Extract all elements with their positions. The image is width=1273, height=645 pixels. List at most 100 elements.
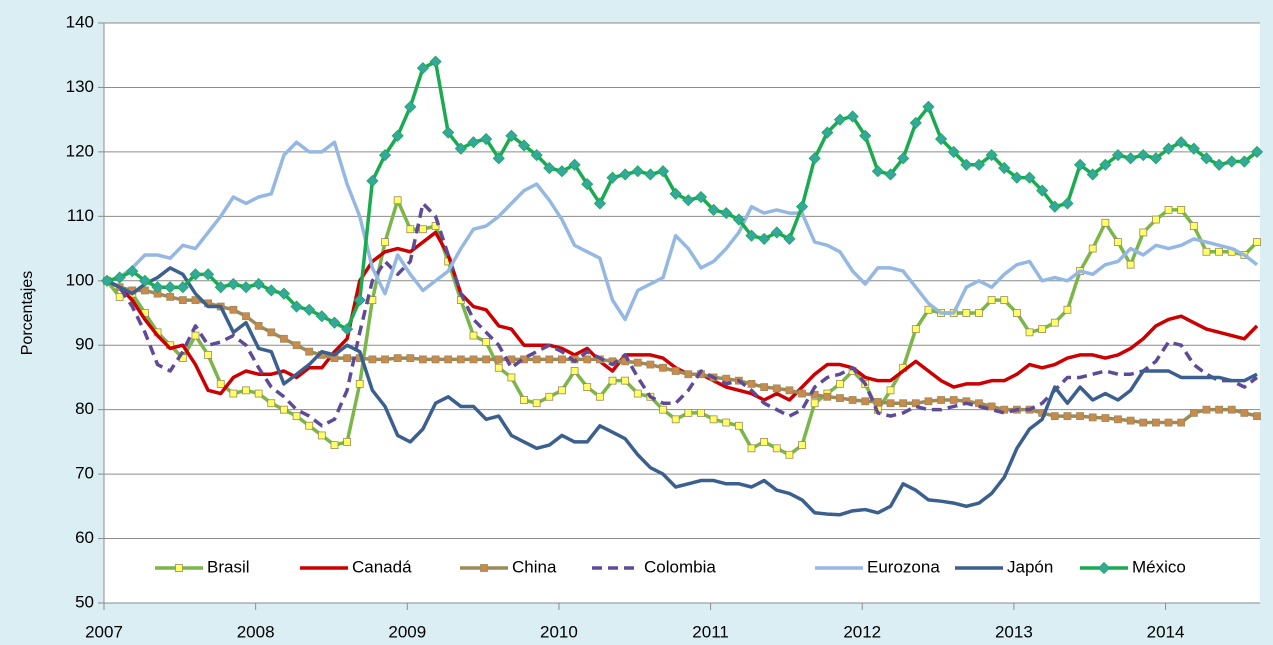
data-point [884,168,897,181]
data-point [353,294,366,307]
data-point [442,126,455,139]
data-point [785,386,794,395]
x-tick-label: 2009 [388,622,426,641]
plot-area [104,23,1260,603]
data-point [770,226,783,239]
data-point [267,328,276,337]
data-point [1010,171,1023,184]
y-tick-label: 50 [75,592,94,611]
data-point [406,354,415,363]
data-point [859,129,872,142]
data-point [747,444,756,453]
data-point [633,358,642,367]
data-point [798,441,806,450]
data-point [416,62,429,75]
data-point [911,325,920,334]
series-line [106,201,1259,428]
data-point [378,149,392,162]
data-point [1124,152,1137,165]
data-point [178,296,187,305]
data-point [808,152,821,165]
data-point [570,367,579,375]
data-point [1175,136,1188,149]
data-point [404,100,417,113]
data-point [1139,228,1148,237]
data-point [1253,238,1261,247]
data-point [482,355,491,364]
data-point [684,408,693,417]
data-point [633,389,642,398]
data-point [229,389,238,398]
data-point [631,165,644,178]
data-point [330,441,339,450]
legend-label: Eurozona [867,557,940,576]
data-point [292,341,301,350]
data-point [987,402,996,411]
data-point [303,303,316,316]
data-point [454,142,467,155]
data-point [747,379,756,388]
legend-marker [480,564,488,572]
data-point [1250,145,1264,158]
data-point [671,367,680,375]
data-point [975,309,983,317]
data-point [1126,416,1135,425]
data-point [267,399,276,408]
data-point [517,139,531,152]
data-point [821,126,834,139]
data-point [583,383,592,392]
data-point [482,338,491,346]
data-point [962,309,971,317]
data-point [381,355,389,364]
data-point [315,310,328,323]
data-point [886,386,895,395]
data-point [305,347,314,356]
data-point [1253,412,1261,421]
data-point [810,390,819,399]
data-point [619,168,632,181]
data-point [682,194,695,207]
data-point [381,238,389,247]
data-point [505,129,518,142]
data-point [469,331,478,340]
x-tick-label: 2008 [237,622,275,641]
data-point [783,232,796,245]
data-point [164,281,177,294]
y-tick-label: 80 [75,399,94,418]
data-point [216,379,225,388]
data-point [317,431,326,440]
data-point [138,274,151,287]
data-point [1213,158,1226,171]
data-point [1088,244,1097,253]
data-point [507,373,516,382]
legend-label: Japón [1007,557,1053,576]
data-point [530,149,543,162]
data-point [669,187,682,200]
data-point [532,355,541,364]
data-point [494,363,503,372]
data-point [846,110,859,123]
data-point [191,331,200,340]
data-point [100,274,114,287]
data-point [1227,405,1236,414]
data-point [734,421,743,430]
data-point [555,165,569,178]
data-point [1000,296,1009,305]
data-point [113,271,126,284]
data-point [720,207,733,220]
data-point [126,265,139,278]
data-point [558,355,566,364]
data-point [987,296,996,305]
data-point [469,355,478,364]
data-point [897,152,910,165]
data-point [252,277,265,291]
data-point [391,129,404,142]
data-point [290,300,303,313]
data-point [1048,200,1061,213]
data-point [191,296,200,305]
data-point [621,376,630,385]
data-point [343,437,352,446]
data-point [532,399,541,408]
data-point [949,396,958,404]
legend-label: Colombia [644,557,716,576]
